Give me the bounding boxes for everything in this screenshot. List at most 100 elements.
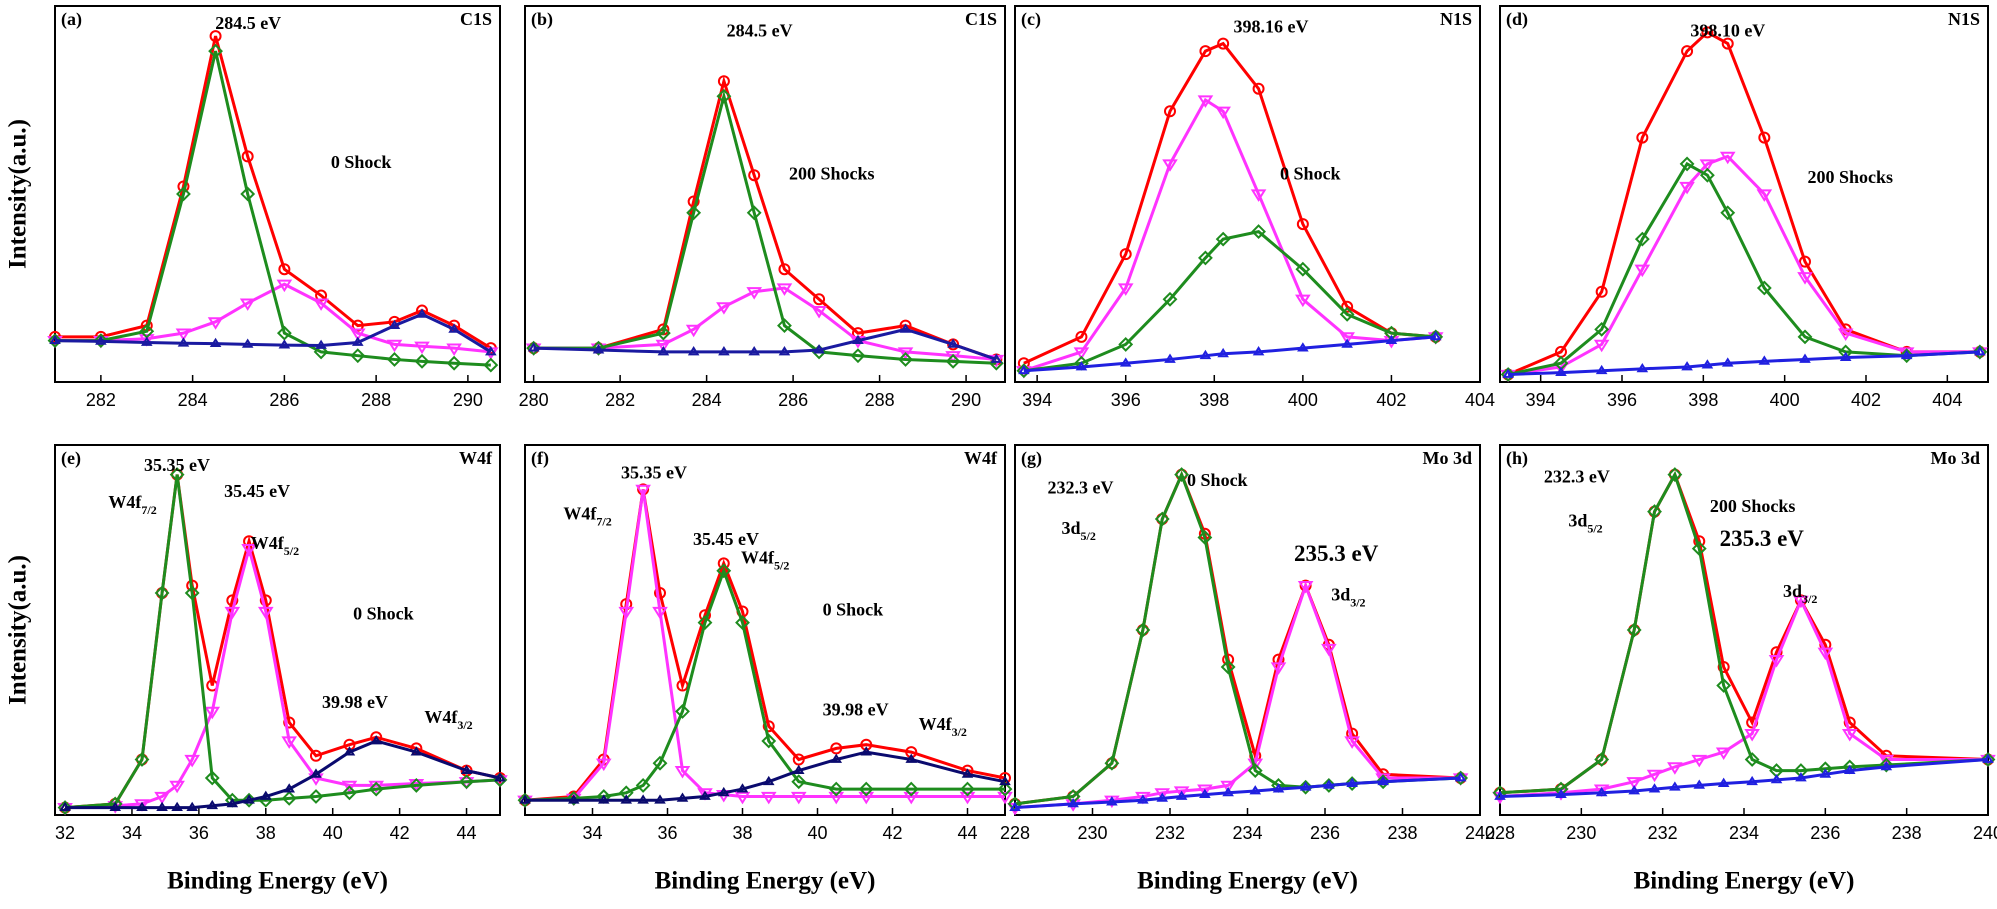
annotation: 39.98 eV [823,700,889,720]
marker [446,355,462,371]
x-tick-label: 34 [582,823,602,843]
marker [494,772,506,782]
marker [315,339,327,349]
marker [1634,231,1650,247]
marker [717,75,730,88]
marker [204,770,220,786]
marker [1249,785,1262,795]
marker [351,319,364,332]
x-tick-label: 228 [1000,823,1030,843]
plot-frame [54,5,501,383]
marker [1693,779,1706,789]
x-tick-label: 42 [390,823,410,843]
marker [1795,772,1807,782]
marker [860,746,873,756]
marker [459,774,474,790]
panel: 394 396 398 400 402 404 (c) N1S 0 Shock 398.16 eV [1014,5,1495,410]
marker [1321,643,1337,657]
marker [259,790,272,800]
marker [1299,781,1312,791]
marker [93,333,109,349]
marker [416,308,428,318]
x-tick-label: 282 [605,390,635,410]
marker [1701,359,1714,369]
marker [760,791,777,805]
marker [1118,336,1134,352]
annotation: W4f5/2 [251,533,299,558]
plot-frame [1014,5,1481,383]
marker [830,753,843,763]
marker [997,781,1013,797]
marker [47,333,63,349]
x-tick-label: 280 [519,390,549,410]
marker [1681,361,1693,371]
marker [208,43,223,59]
marker [591,340,606,356]
marker [960,781,975,797]
marker [414,341,430,355]
panel: 228 230 232 234 236 238 240 (g) Mo 3d 0 Shock 232.… [1000,444,1495,895]
marker [1817,647,1834,661]
marker [1768,655,1785,668]
annotation-text: 35.45 eV [693,529,759,549]
series-line [1507,154,1980,376]
marker [1298,779,1314,795]
marker [408,777,424,793]
plot-frame [1499,5,1989,383]
marker [718,346,730,356]
marker [716,302,732,315]
marker [276,279,293,293]
marker [676,792,689,802]
marker [1593,784,1610,797]
marker [1843,764,1856,774]
marker [1384,325,1399,341]
marker [1717,661,1730,673]
marker [1880,761,1893,771]
marker [387,352,402,367]
marker [184,754,200,768]
annotation: 3d3/2 [1331,585,1365,610]
marker [1756,280,1772,296]
marker [1247,763,1263,779]
marker [1667,762,1683,775]
marker [281,736,298,749]
annotation-text: 284.5 eV [215,13,281,33]
annotation: 398.16 eV [1234,17,1309,37]
marker [171,801,183,811]
marker [1297,342,1309,352]
condition: 200 Shocks [1710,496,1796,516]
marker [676,679,689,692]
marker [1119,357,1132,367]
marker [1104,755,1120,771]
marker [776,283,793,296]
series-line [1023,335,1436,373]
marker [485,346,497,356]
marker [761,733,777,749]
marker [1841,729,1858,742]
x-tick-label: 286 [778,390,808,410]
panel: 282 284 286 288 290 (a) C1S 0 Shock 284.5 eV Inte… [5,5,501,410]
annotation-subscript: 7/2 [141,503,156,517]
condition: 0 Shock [353,603,414,623]
marker [1595,786,1608,797]
marker [176,186,191,202]
marker [519,794,531,804]
marker [1746,775,1758,786]
panel: 280 282 284 286 288 290 (b) C1S 200 Shocks 284.5 … [519,5,1006,410]
marker [169,467,185,483]
plot-frame [1014,444,1481,816]
marker [1429,330,1442,341]
annotation: W4f7/2 [108,492,156,517]
marker [1839,351,1852,361]
annotation-text: 284.5 eV [727,20,793,40]
marker [1344,736,1360,749]
marker [852,334,864,345]
marker [1679,181,1695,195]
marker [1593,339,1610,353]
marker [386,339,403,353]
marker [697,788,713,801]
x-tick-label: 288 [865,390,895,410]
annotation: W4f5/2 [741,548,789,573]
marker [597,794,610,804]
marker [999,775,1011,786]
